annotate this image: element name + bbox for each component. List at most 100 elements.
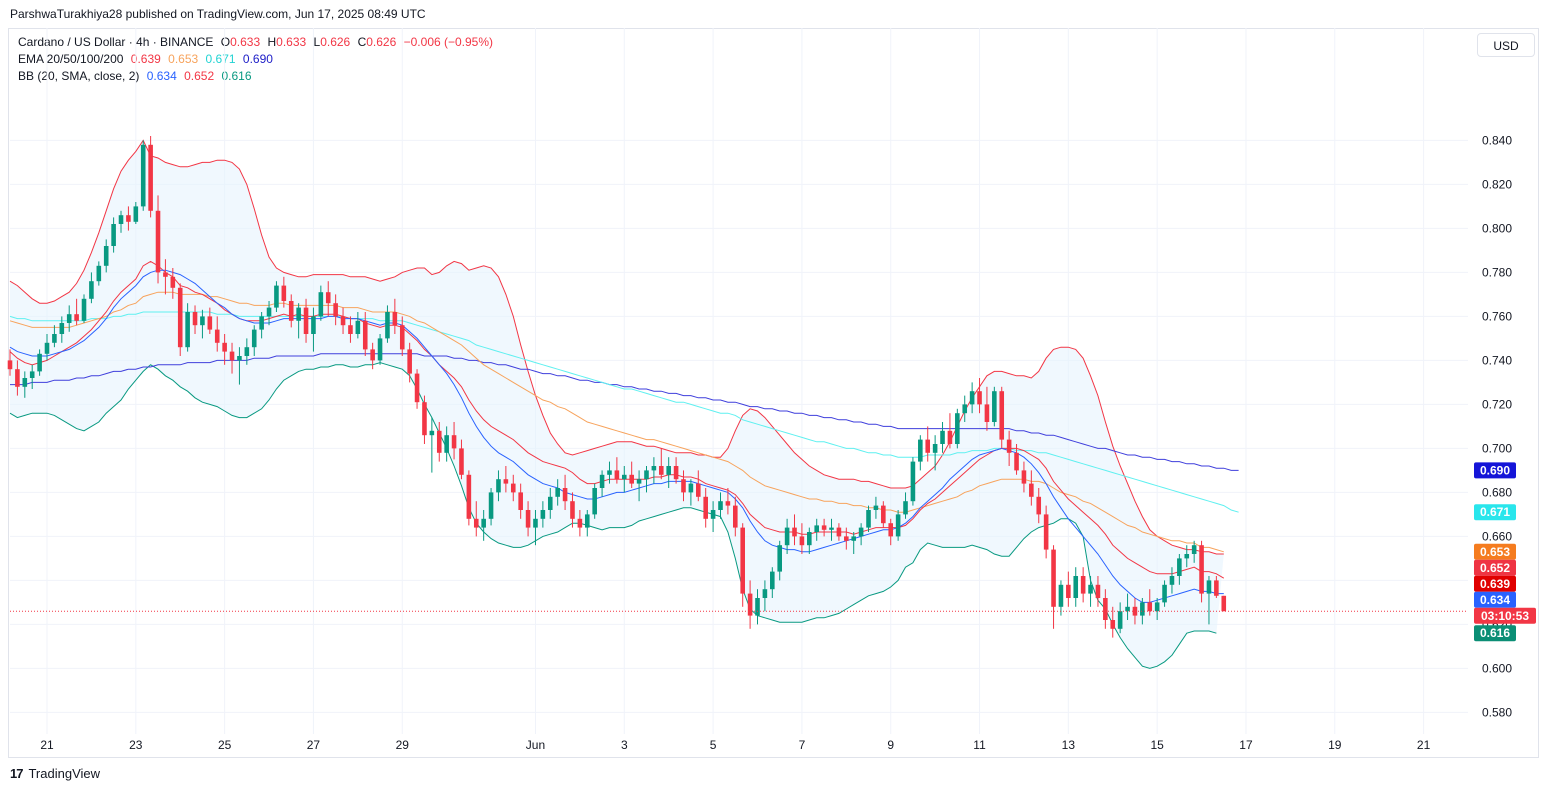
candle [126,206,131,231]
candle [703,488,708,528]
candle-body [1006,439,1012,453]
candle [1066,571,1071,607]
close-label: C [357,35,367,49]
price-badge: 0.652 [1474,559,1516,576]
candle-body [525,510,531,528]
symbol-row[interactable]: Cardano / US Dollar · 4h · BINANCE O0.63… [18,34,497,51]
candle-body [340,316,346,326]
candle [1088,576,1093,607]
candle [244,338,250,365]
candle [836,523,842,541]
ema-row[interactable]: EMA 20/50/100/200 0.639 0.653 0.671 0.69… [18,51,497,68]
candle [584,510,590,537]
x-tick-label: 29 [396,738,410,752]
candle-body [422,402,427,436]
candle-body [688,483,694,493]
candle [1095,576,1101,607]
x-tick-label: 5 [710,738,717,752]
candle [688,479,694,506]
bb-lower-value: 0.616 [221,69,252,83]
bb-row[interactable]: BB (20, SMA, close, 2) 0.634 0.652 0.616 [18,68,497,85]
candle-body [992,391,997,422]
candle [155,195,161,284]
x-tick-label: 15 [1150,738,1164,752]
candle [1162,580,1167,607]
candle [140,140,146,211]
candle-body [651,466,657,471]
candle [599,470,605,497]
candle-body [81,298,87,321]
candle [288,294,294,328]
candle-body [370,349,375,361]
ema50-value: 0.653 [168,52,199,66]
candle [377,334,383,365]
x-tick-label: Jun [526,738,545,752]
candle-body [866,510,871,528]
candle [355,312,361,339]
symbol-title: Cardano / US Dollar · 4h · BINANCE [18,35,214,49]
candle [910,457,916,506]
candle-body [1036,496,1042,515]
footer-branding[interactable]: 17 TradingView [10,766,100,781]
candle [577,510,583,537]
currency-button[interactable]: USD [1477,33,1535,57]
candle-body [666,466,671,475]
candle-body [733,505,738,528]
candle [1073,567,1079,607]
candle [1214,576,1219,598]
candle [947,413,953,449]
candle [1206,576,1212,625]
candle-body [636,479,642,484]
candle-body [577,518,583,528]
candle [666,457,671,488]
candle [259,312,264,339]
candle [266,301,272,326]
candle-body [266,307,272,317]
candle [15,360,20,396]
candle-body [214,329,220,343]
candle-body [1029,483,1034,497]
y-tick-label: 0.580 [1482,705,1512,719]
candle-body [185,312,190,348]
candle-body [303,307,309,334]
tradingview-brand: TradingView [28,766,101,781]
x-tick-label: 21 [1417,738,1431,752]
candle [96,261,102,286]
x-tick-label: 3 [621,738,628,752]
x-tick-label: 19 [1328,738,1342,752]
candle-body [503,479,509,484]
candle [1110,606,1116,638]
candle [148,136,153,218]
candle-body [1043,514,1049,550]
candle [607,461,612,484]
y-tick-label: 0.800 [1482,221,1512,235]
candle-body [399,325,405,350]
price-badge-bg [1474,543,1516,560]
candle [444,426,449,462]
candle [303,298,309,343]
candle-body [296,307,301,321]
candle [7,349,13,376]
candle [118,210,124,233]
candle-body [392,312,398,326]
candle [170,268,176,299]
candle-body [222,342,227,352]
candle [533,510,538,546]
candle-body [947,430,953,444]
candle [1014,444,1019,475]
candle [407,342,412,383]
candle [629,461,634,488]
candle-body [1214,580,1219,596]
candle-body [1021,470,1027,484]
candle [992,386,997,427]
candle-body [910,461,916,502]
candle [710,501,716,532]
price-badge-bg [1474,559,1516,576]
price-badge-bg [1474,575,1516,592]
candle [296,303,301,339]
candle-body [784,527,790,546]
candle-body [333,303,338,317]
x-tick-label: 9 [887,738,894,752]
x-tick-label: 17 [1239,738,1253,752]
